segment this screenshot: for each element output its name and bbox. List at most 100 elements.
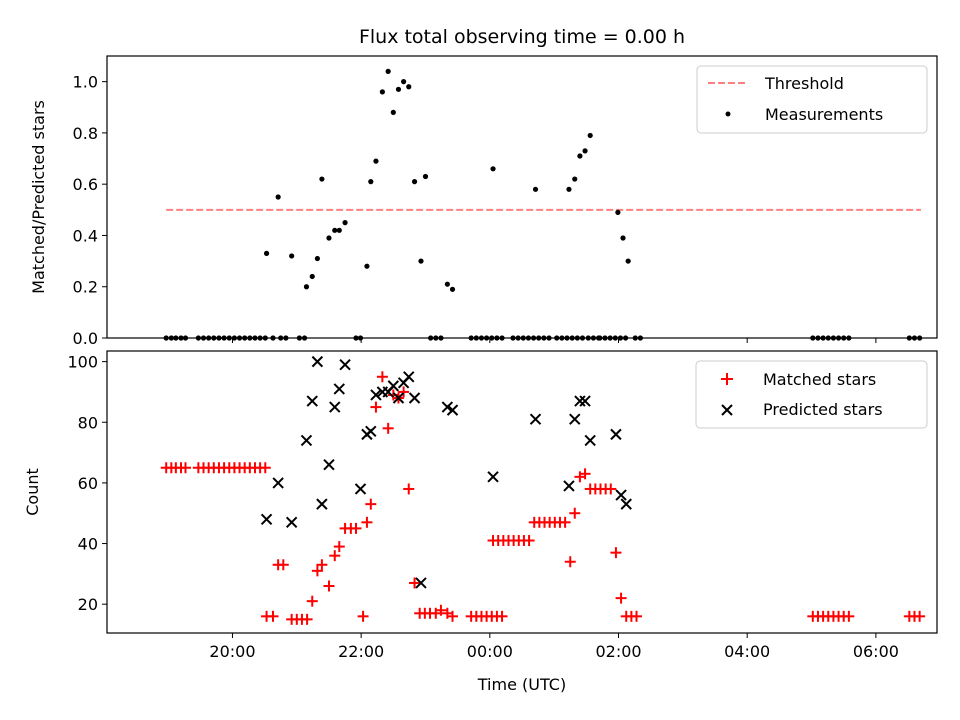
measurement-point: [390, 109, 396, 115]
measurement-point: [332, 227, 338, 233]
matched-star-point: [306, 595, 318, 607]
legend-measurements-swatch: [725, 111, 731, 117]
predicted-star-point: [563, 480, 575, 492]
measurement-point: [418, 258, 424, 264]
measurement-point: [289, 253, 295, 259]
bottom-x-tick-label: 04:00: [724, 642, 770, 661]
predicted-star-point: [610, 428, 622, 441]
matched-star-point: [323, 580, 335, 592]
matched-star-point: [403, 483, 415, 495]
count-points: [160, 355, 926, 625]
measurement-point: [373, 158, 379, 164]
top-y-tick-label: 1.0: [73, 73, 98, 92]
measurement-point: [395, 86, 402, 92]
matched-star-point: [605, 483, 617, 495]
predicted-star-point: [365, 425, 377, 438]
measurement-point: [326, 235, 332, 241]
matched-star-point: [569, 507, 581, 519]
bottom-x-tick-label: 00:00: [467, 642, 513, 661]
predicted-star-point: [579, 395, 591, 407]
legend-matched-swatch: [721, 373, 733, 385]
bottom-x-tick-label: 02:00: [595, 642, 641, 661]
top-y-axis-label: Matched/Predicted stars: [29, 100, 48, 294]
matched-star-point: [843, 610, 855, 622]
matched-star-point: [365, 498, 377, 510]
matched-star-point: [398, 386, 410, 398]
matched-star-point: [370, 401, 382, 413]
matched-star-point: [409, 577, 421, 589]
predicted-star-point: [306, 395, 318, 407]
predicted-star-point: [316, 498, 328, 510]
predicted-star-point: [529, 413, 542, 425]
top-y-tick-label: 0.0: [73, 329, 98, 348]
bottom-y-tick-label: 100: [67, 353, 98, 372]
measurement-point: [263, 250, 270, 256]
top-axis-ticks: 0.0 0.2 0.4 0.6 0.8 1.0: [73, 73, 877, 348]
legend-threshold-label: Threshold: [764, 74, 844, 93]
matched-star-point: [610, 547, 622, 559]
predicted-star-point: [370, 389, 382, 401]
measurement-point: [275, 194, 281, 200]
matched-star-point: [914, 610, 926, 622]
measurement-point: [336, 227, 342, 233]
measurement-point: [444, 281, 450, 287]
predicted-star-point: [615, 489, 627, 501]
bottom-y-tick-label: 60: [78, 474, 98, 493]
measurement-point: [319, 176, 325, 182]
predicted-star-point: [620, 498, 632, 510]
measurement-point: [406, 84, 412, 90]
predicted-star-point: [408, 392, 421, 404]
measurement-point: [577, 153, 583, 159]
measurement-point: [309, 273, 315, 280]
bottom-y-axis-label: Count: [23, 468, 42, 516]
matched-star-point: [615, 592, 627, 604]
measurement-points: [163, 68, 923, 341]
measurement-point: [620, 235, 626, 241]
matched-star-point: [435, 604, 447, 616]
bottom-x-tick-label: 06:00: [853, 642, 899, 661]
matched-star-point: [361, 516, 373, 528]
predicted-star-point: [584, 434, 596, 447]
matched-star-point: [579, 468, 591, 480]
measurement-point: [364, 263, 370, 269]
matched-star-point: [350, 522, 362, 534]
legend-matched-label: Matched stars: [763, 370, 876, 389]
predicted-star-point: [387, 380, 400, 392]
matched-star-point: [357, 610, 369, 622]
matched-star-point: [333, 541, 345, 553]
matched-star-point: [631, 610, 643, 622]
predicted-star-point: [339, 358, 351, 371]
bottom-legend: Matched stars Predicted stars: [695, 360, 928, 429]
predicted-star-point: [311, 355, 324, 368]
matched-star-point: [559, 516, 571, 528]
measurement-point: [566, 186, 572, 192]
predicted-star-point: [487, 471, 499, 483]
top-legend-box: [696, 65, 928, 134]
legend-predicted-label: Predicted stars: [763, 400, 883, 419]
predicted-star-point: [392, 392, 405, 404]
x-axis-label: Time (UTC): [477, 675, 566, 694]
predicted-star-point: [285, 516, 298, 529]
bottom-x-tick-label: 22:00: [338, 642, 384, 661]
matched-star-point: [329, 550, 341, 562]
matched-star-point: [564, 556, 576, 568]
bottom-y-tick-label: 80: [78, 413, 98, 432]
predicted-star-point: [354, 483, 367, 495]
top-y-tick-label: 0.4: [73, 226, 98, 245]
measurement-point: [411, 179, 418, 185]
top-legend: Threshold Measurements: [696, 65, 928, 134]
bottom-axis-ticks: 20:00 22:00 00:00 02:00 04:00 06:00 20 40 60 80 10…: [67, 353, 898, 661]
matched-star-point: [267, 610, 279, 622]
top-y-tick-label: 0.2: [73, 278, 98, 297]
predicted-star-point: [329, 401, 341, 413]
matched-star-point: [259, 462, 271, 474]
measurement-point: [401, 79, 407, 85]
predicted-star-point: [569, 413, 581, 425]
measurement-point: [587, 132, 593, 139]
predicted-star-point: [260, 513, 273, 525]
measurement-point: [615, 209, 621, 215]
bottom-y-tick-label: 40: [78, 535, 98, 554]
matched-star-point: [179, 462, 191, 474]
measurement-point: [572, 176, 578, 182]
